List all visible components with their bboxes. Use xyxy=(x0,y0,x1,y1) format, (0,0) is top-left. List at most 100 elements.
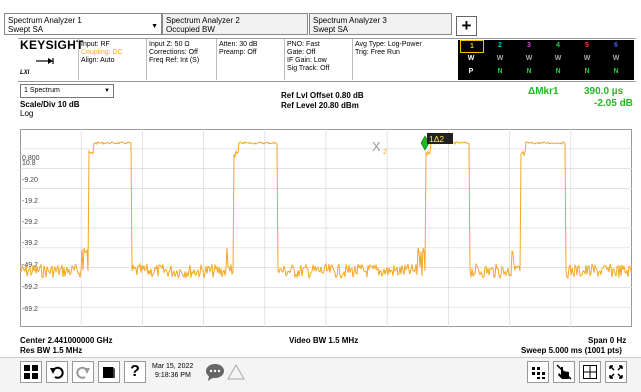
taskbar: ? Mar 15, 2022 9:18:36 PM xyxy=(0,357,641,392)
atten-value: Atten: 30 dB xyxy=(219,41,258,48)
trig-value: Trig: Free Run xyxy=(355,49,400,56)
tab-dropdown-icon[interactable]: ▼ xyxy=(151,23,158,30)
corrections-value: Corrections: Off xyxy=(149,49,198,56)
trace-6-mode: W xyxy=(612,55,620,62)
delta-marker-label: ΔMkr1 xyxy=(528,86,559,97)
y-tick-label: -19.2 xyxy=(22,198,38,205)
spectrum-plot[interactable]: X 2 1Δ2 xyxy=(20,121,632,335)
atten-settings[interactable]: Atten: 30 dB Preamp: Off xyxy=(216,39,284,80)
scale-div-label: Scale/Div 10 dB xyxy=(20,100,80,109)
trace-4-mode: W xyxy=(554,55,562,62)
trace-3-mode: W xyxy=(525,55,533,62)
trace-6-number: 6 xyxy=(614,42,618,49)
ref-level-label: Ref Level 20.80 dBm xyxy=(281,101,359,110)
res-bw-label: Res BW 1.5 MHz xyxy=(20,346,83,355)
tab-spectrum-analyzer-1[interactable]: Spectrum Analyzer 1 Swept SA ▼ xyxy=(4,13,162,35)
system-date: Mar 15, 2022 xyxy=(152,363,194,370)
trace-1-number: 1 xyxy=(460,40,484,53)
tab-title: Spectrum Analyzer 3 xyxy=(313,16,387,25)
fullscreen-icon xyxy=(609,365,623,379)
delta-marker-tag: 1Δ2 xyxy=(429,134,444,144)
trace-5-number: 5 xyxy=(585,42,589,49)
marker-ref-number: 2 xyxy=(383,149,387,156)
undo-button[interactable] xyxy=(46,361,68,383)
trace-1-mode: W xyxy=(467,55,475,62)
y-tick-label: 10.8 xyxy=(22,160,36,167)
y-tick-label: -9.20 xyxy=(22,177,38,184)
delta-marker-x-value: 390.0 µs xyxy=(584,86,624,97)
keysight-logo: KEYSIGHT xyxy=(20,38,84,52)
trace-5-detector: N xyxy=(584,68,590,75)
brand-box: KEYSIGHT LXI xyxy=(18,39,83,80)
touch-button[interactable] xyxy=(553,361,575,383)
align-value: Align: Auto xyxy=(81,57,115,64)
delta-marker-tag-bg xyxy=(427,133,453,144)
touch-disable-icon xyxy=(556,364,572,380)
file-button[interactable] xyxy=(98,361,120,383)
avg-type-value: Avg Type: Log-Power xyxy=(355,41,422,48)
y-tick-label: -29.2 xyxy=(22,219,38,226)
full-screen-button[interactable] xyxy=(605,361,627,383)
window-select-dropdown[interactable]: 1 Spectrum ▼ xyxy=(20,84,114,98)
window-grid-icon xyxy=(583,365,597,379)
trace-1-detector: P xyxy=(468,68,474,75)
input-z-value: Input Z: 50 Ω xyxy=(149,41,190,48)
help-button[interactable]: ? xyxy=(124,361,146,383)
ref-offset-label: Ref Lvl Offset 0.80 dB xyxy=(281,91,364,100)
marker-reference: X 2 xyxy=(372,139,387,156)
coupling-value: Coupling: DC xyxy=(81,49,123,56)
input-arrow-icon xyxy=(36,58,54,64)
redo-button[interactable] xyxy=(72,361,94,383)
input-settings[interactable]: Input: RF Coupling: DC Align: Auto xyxy=(78,39,146,80)
tab-title: Spectrum Analyzer 2 xyxy=(166,16,240,25)
keypad-button[interactable] xyxy=(527,361,549,383)
redo-icon xyxy=(76,366,90,379)
video-bw-label: Video BW 1.5 MHz xyxy=(289,336,359,345)
left-strip xyxy=(0,40,17,355)
tab-subtitle: Swept SA xyxy=(8,25,44,34)
gate-value: Gate: Off xyxy=(287,49,316,56)
system-time: 9:18:36 PM xyxy=(155,372,191,379)
span-label: Span 0 Hz xyxy=(588,336,627,345)
settings-bar: KEYSIGHT LXI Input: RF Coupling: DC Alig… xyxy=(18,38,636,82)
chevron-down-icon: ▼ xyxy=(104,88,110,94)
trace-3-detector: N xyxy=(526,68,532,75)
pno-settings[interactable]: PNO: Fast Gate: Off IF Gain: Low Sig Tra… xyxy=(284,39,352,80)
sweep-label: Sweep 5.000 ms (1001 pts) xyxy=(521,346,622,355)
y-tick-label: -49.2 xyxy=(22,262,38,269)
lxi-logo: LXI xyxy=(20,70,30,76)
tab-title: Spectrum Analyzer 1 xyxy=(8,16,82,25)
marker-ref-x-icon: X xyxy=(372,139,381,154)
trace-2-mode: W xyxy=(496,55,504,62)
delta-marker-y-value: -2.05 dB xyxy=(594,98,633,109)
trace-status-table[interactable]: 1 2 3 4 5 6 W W W W W W P N N N N N xyxy=(458,40,634,80)
trace-1-line xyxy=(20,141,632,280)
window-select-value: 1 Spectrum xyxy=(24,87,60,94)
trace-6-detector: N xyxy=(613,68,619,75)
warning-icon[interactable] xyxy=(227,364,245,380)
tab-subtitle: Occupied BW xyxy=(166,25,215,34)
trace-3-number: 3 xyxy=(527,42,531,49)
tab-spectrum-analyzer-2[interactable]: Spectrum Analyzer 2 Occupied BW xyxy=(162,13,308,35)
avg-settings[interactable]: Avg Type: Log-Power Trig: Free Run xyxy=(352,39,456,80)
chat-icon[interactable] xyxy=(205,363,227,381)
pno-value: PNO: Fast xyxy=(287,41,320,48)
tab-subtitle: Swept SA xyxy=(313,25,349,34)
y-tick-label: -69.2 xyxy=(22,306,38,313)
y-tick-label: -39.2 xyxy=(22,240,38,247)
y-tick-label: 0.800 xyxy=(22,155,40,162)
keypad-icon xyxy=(532,367,545,379)
windows-start-button[interactable] xyxy=(20,361,42,383)
log-label: Log xyxy=(20,109,34,118)
window-layout-button[interactable] xyxy=(579,361,601,383)
input-value: Input: RF xyxy=(81,41,110,48)
input-z-settings[interactable]: Input Z: 50 Ω Corrections: Off Freq Ref:… xyxy=(146,39,216,80)
add-screen-button[interactable]: + xyxy=(456,16,477,36)
sig-track-value: Sig Track: Off xyxy=(287,65,330,72)
folder-icon xyxy=(103,367,115,378)
windows-icon xyxy=(24,365,38,379)
trace-4-detector: N xyxy=(555,68,561,75)
trace-2-number: 2 xyxy=(498,42,502,49)
tab-spectrum-analyzer-3[interactable]: Spectrum Analyzer 3 Swept SA xyxy=(309,13,452,35)
preamp-value: Preamp: Off xyxy=(219,49,257,56)
